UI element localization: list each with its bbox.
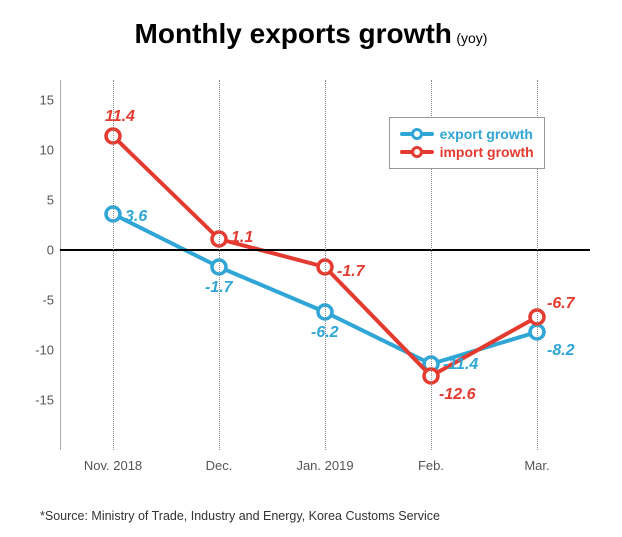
- xtick-label: Nov. 2018: [84, 458, 142, 473]
- import-data-label: -12.6: [439, 386, 475, 404]
- chart-container: Monthly exports growth (yoy) 151050-5-10…: [0, 0, 622, 537]
- ytick-label: -15: [35, 393, 54, 408]
- x-gridline: [219, 80, 220, 450]
- ytick-label: -10: [35, 343, 54, 358]
- xtick-label: Mar.: [524, 458, 549, 473]
- legend-row-export: export growth: [400, 126, 534, 142]
- ytick-label: 5: [47, 193, 54, 208]
- legend-swatch-icon: [400, 150, 434, 154]
- export-data-label: -8.2: [547, 342, 575, 360]
- legend-label: import growth: [440, 144, 534, 160]
- title-main: Monthly exports growth: [135, 18, 452, 49]
- plot-area: 151050-5-10-15Nov. 2018Dec.Jan. 2019Feb.…: [60, 80, 590, 450]
- export-data-label: -11.4: [443, 356, 478, 374]
- import-data-label: 11.4: [105, 108, 135, 126]
- import-data-label: -1.7: [337, 263, 365, 281]
- legend-row-import: import growth: [400, 144, 534, 160]
- ytick-label: 15: [40, 93, 54, 108]
- import-data-label: 1.1: [231, 229, 253, 247]
- title-sub: (yoy): [456, 30, 487, 46]
- legend-marker-icon: [411, 128, 423, 140]
- x-gridline: [325, 80, 326, 450]
- source-text: *Source: Ministry of Trade, Industry and…: [40, 509, 440, 523]
- chart-title: Monthly exports growth (yoy): [0, 0, 622, 50]
- export-data-label: -6.2: [311, 324, 339, 342]
- ytick-label: -5: [42, 293, 54, 308]
- xtick-label: Dec.: [206, 458, 233, 473]
- legend-marker-icon: [411, 146, 423, 158]
- legend-swatch-icon: [400, 132, 434, 136]
- xtick-label: Jan. 2019: [296, 458, 353, 473]
- legend: export growth import growth: [389, 117, 545, 169]
- import-data-label: -6.7: [547, 295, 575, 313]
- xtick-label: Feb.: [418, 458, 444, 473]
- export-data-label: -1.7: [205, 279, 233, 297]
- legend-label: export growth: [440, 126, 533, 142]
- x-gridline: [113, 80, 114, 450]
- export-data-label: 3.6: [125, 208, 147, 226]
- ytick-label: 0: [47, 243, 54, 258]
- ytick-label: 10: [40, 143, 54, 158]
